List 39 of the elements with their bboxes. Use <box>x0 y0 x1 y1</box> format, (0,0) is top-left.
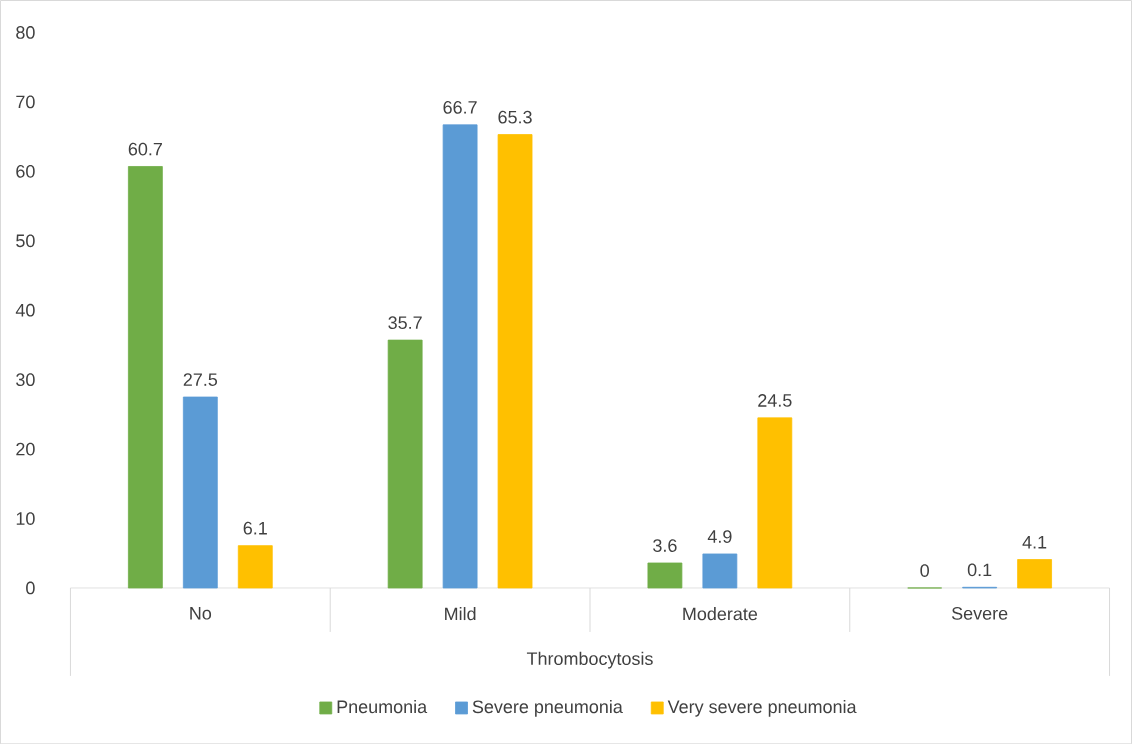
x-tick-label: Moderate <box>683 606 758 621</box>
bar <box>757 417 793 589</box>
bar <box>1017 558 1052 589</box>
bar <box>387 339 423 589</box>
bar <box>182 396 218 589</box>
bar <box>237 545 273 589</box>
bar <box>442 124 478 589</box>
data-label: 4.1 <box>1022 535 1047 549</box>
data-label: 65.3 <box>498 110 532 124</box>
data-label: 0 <box>920 564 929 577</box>
x-tick-label: Severe <box>951 606 1008 620</box>
bar <box>127 165 163 589</box>
data-label: 3.6 <box>653 539 677 552</box>
legend-label: Severe pneumonia <box>472 699 623 717</box>
y-tick-label: 10 <box>16 512 35 525</box>
data-label: 60.7 <box>128 142 162 156</box>
data-label: 24.5 <box>758 393 792 407</box>
y-tick-label: 60 <box>16 164 35 178</box>
bar <box>497 133 533 589</box>
bar <box>647 562 683 589</box>
x-axis-title: Thrombocytosis <box>526 651 653 669</box>
data-label: 6.1 <box>243 521 267 535</box>
data-label: 66.7 <box>443 100 477 114</box>
data-label: 35.7 <box>388 316 422 329</box>
y-tick-label: 80 <box>16 25 35 39</box>
data-label: 0.1 <box>967 563 992 577</box>
x-tick-label: Mild <box>445 606 476 621</box>
data-label: 27.5 <box>183 373 218 386</box>
y-tick-label: 20 <box>16 442 35 456</box>
x-tick-label: No <box>190 606 212 620</box>
y-tick-label: 50 <box>16 234 35 247</box>
legend-label: Very severe pneumonia <box>667 699 857 717</box>
y-tick-label: 40 <box>15 303 35 317</box>
legend-label: Pneumonia <box>337 699 428 713</box>
bar <box>702 553 738 589</box>
y-tick-label: 0 <box>26 581 35 595</box>
y-tick-label: 70 <box>16 95 35 109</box>
data-label: 4.9 <box>707 529 732 543</box>
y-tick-label: 30 <box>16 373 35 386</box>
